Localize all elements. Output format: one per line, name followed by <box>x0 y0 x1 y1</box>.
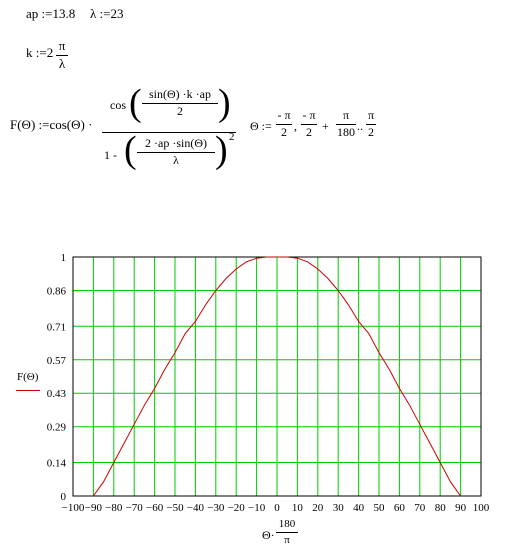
x-tick-label: 60 <box>394 502 406 514</box>
theta-lhs: Θ := <box>250 119 272 133</box>
theta-c-den: 180 <box>337 124 355 139</box>
theta-a-den: 2 <box>281 124 287 139</box>
y-tick-label: 0.71 <box>47 321 66 333</box>
x-tick-label: 80 <box>435 502 447 514</box>
F-lhs: F(Θ) :=cos(Θ) · <box>10 117 93 132</box>
F-inner-fraction: sin(Θ) ·k ·ap 2 <box>142 87 218 119</box>
y-tick-label: 0.14 <box>47 458 67 470</box>
x-tick-label: 90 <box>455 502 467 514</box>
x-tick-label: 70 <box>414 502 426 514</box>
x-tick-label: −60 <box>146 502 164 514</box>
F-inner-numerator: sin(Θ) ·k ·ap <box>149 87 211 101</box>
k-fraction: π λ <box>56 38 68 72</box>
theta-b: - π 2 <box>301 108 317 140</box>
definition-F[interactable]: F(Θ) :=cos(Θ) · cos ( sin(Θ) ·k ·ap 2 ) … <box>10 82 245 178</box>
F-main-bar <box>102 132 236 133</box>
x-tick-label: −40 <box>187 502 205 514</box>
theta-d: π 2 <box>366 108 376 140</box>
paren-close-1: ) <box>218 82 231 124</box>
theta-range-dots: .. <box>357 119 363 133</box>
x-axis-label-num: 180 <box>278 518 296 530</box>
y-axis-label-underline <box>16 390 40 391</box>
y-tick-label: 0.43 <box>47 388 67 400</box>
theta-d-num: π <box>367 108 375 122</box>
theta-b-den: 2 <box>306 124 312 139</box>
x-tick-label: 40 <box>353 502 365 514</box>
F-one-minus: 1 - <box>104 148 117 162</box>
x-tick-label: 30 <box>333 502 345 514</box>
F-den-denominator: λ <box>173 152 179 167</box>
series-line-F <box>92 256 462 497</box>
x-tick-label: −90 <box>85 502 103 514</box>
theta-a-num: - π <box>277 108 291 122</box>
y-tick-label: 0.29 <box>47 422 67 434</box>
k-lhs: k :=2 <box>26 45 54 60</box>
x-tick-label: −10 <box>248 502 266 514</box>
x-tick-label: −70 <box>126 502 144 514</box>
F-power: 2 <box>229 131 235 143</box>
y-tick-label: 0 <box>61 491 67 503</box>
x-tick-label: −20 <box>228 502 246 514</box>
theta-c: π 180 <box>336 108 356 140</box>
x-tick-label: −30 <box>207 502 225 514</box>
paren-open-1: ( <box>129 82 142 124</box>
x-tick-label: 20 <box>312 502 324 514</box>
paren-open-2: ( <box>124 129 137 171</box>
F-den-numerator: 2 ·ap ·sin(Θ) <box>145 136 207 150</box>
F-cos: cos <box>110 98 126 112</box>
y-tick-label: 1 <box>61 252 67 264</box>
theta-d-den: 2 <box>368 124 374 139</box>
x-axis-label-den: π <box>284 533 290 546</box>
x-tick-label: 100 <box>473 502 490 514</box>
y-axis-label: F(Θ) <box>17 371 39 383</box>
x-axis-label-fraction: 180 π <box>276 518 298 546</box>
F-inner-denominator: 2 <box>177 103 183 118</box>
theta-sep: , <box>294 119 297 133</box>
F-den-fraction: 2 ·ap ·sin(Θ) λ <box>137 136 215 168</box>
y-tick-label: 0.86 <box>47 285 67 297</box>
x-axis-label: Θ· 180 π <box>262 518 302 552</box>
x-axis-label-prefix: Θ· <box>262 528 275 542</box>
k-denominator: λ <box>58 55 66 71</box>
theta-b-num: - π <box>302 108 316 122</box>
definition-lambda[interactable]: λ :=23 <box>90 6 124 21</box>
y-tick-label: 0.57 <box>47 355 67 367</box>
theta-c-num: π <box>342 108 350 122</box>
theta-a: - π 2 <box>276 108 292 140</box>
x-tick-label: 50 <box>374 502 386 514</box>
k-numerator: π <box>58 38 66 53</box>
x-tick-label: −50 <box>166 502 184 514</box>
definition-ap[interactable]: ap :=13.8 <box>26 6 76 21</box>
x-tick-label: 10 <box>292 502 304 514</box>
x-tick-label: 0 <box>274 502 280 514</box>
x-tick-label: −80 <box>105 502 123 514</box>
definition-theta[interactable]: Θ := - π 2 , - π 2 + π 180 .. π 2 <box>250 108 390 149</box>
plot-region[interactable]: 1 0.86 0.71 0.57 0.43 0.29 0.14 0 −100 −90 −80 −70−… <box>0 240 506 553</box>
theta-plus: + <box>322 119 329 133</box>
paren-close-2: ) <box>215 129 228 171</box>
plot-svg: 10.860.710.570.430.290.140−100 −90 −80 −70−… <box>47 252 490 514</box>
x-tick-label: −100 <box>62 502 85 514</box>
